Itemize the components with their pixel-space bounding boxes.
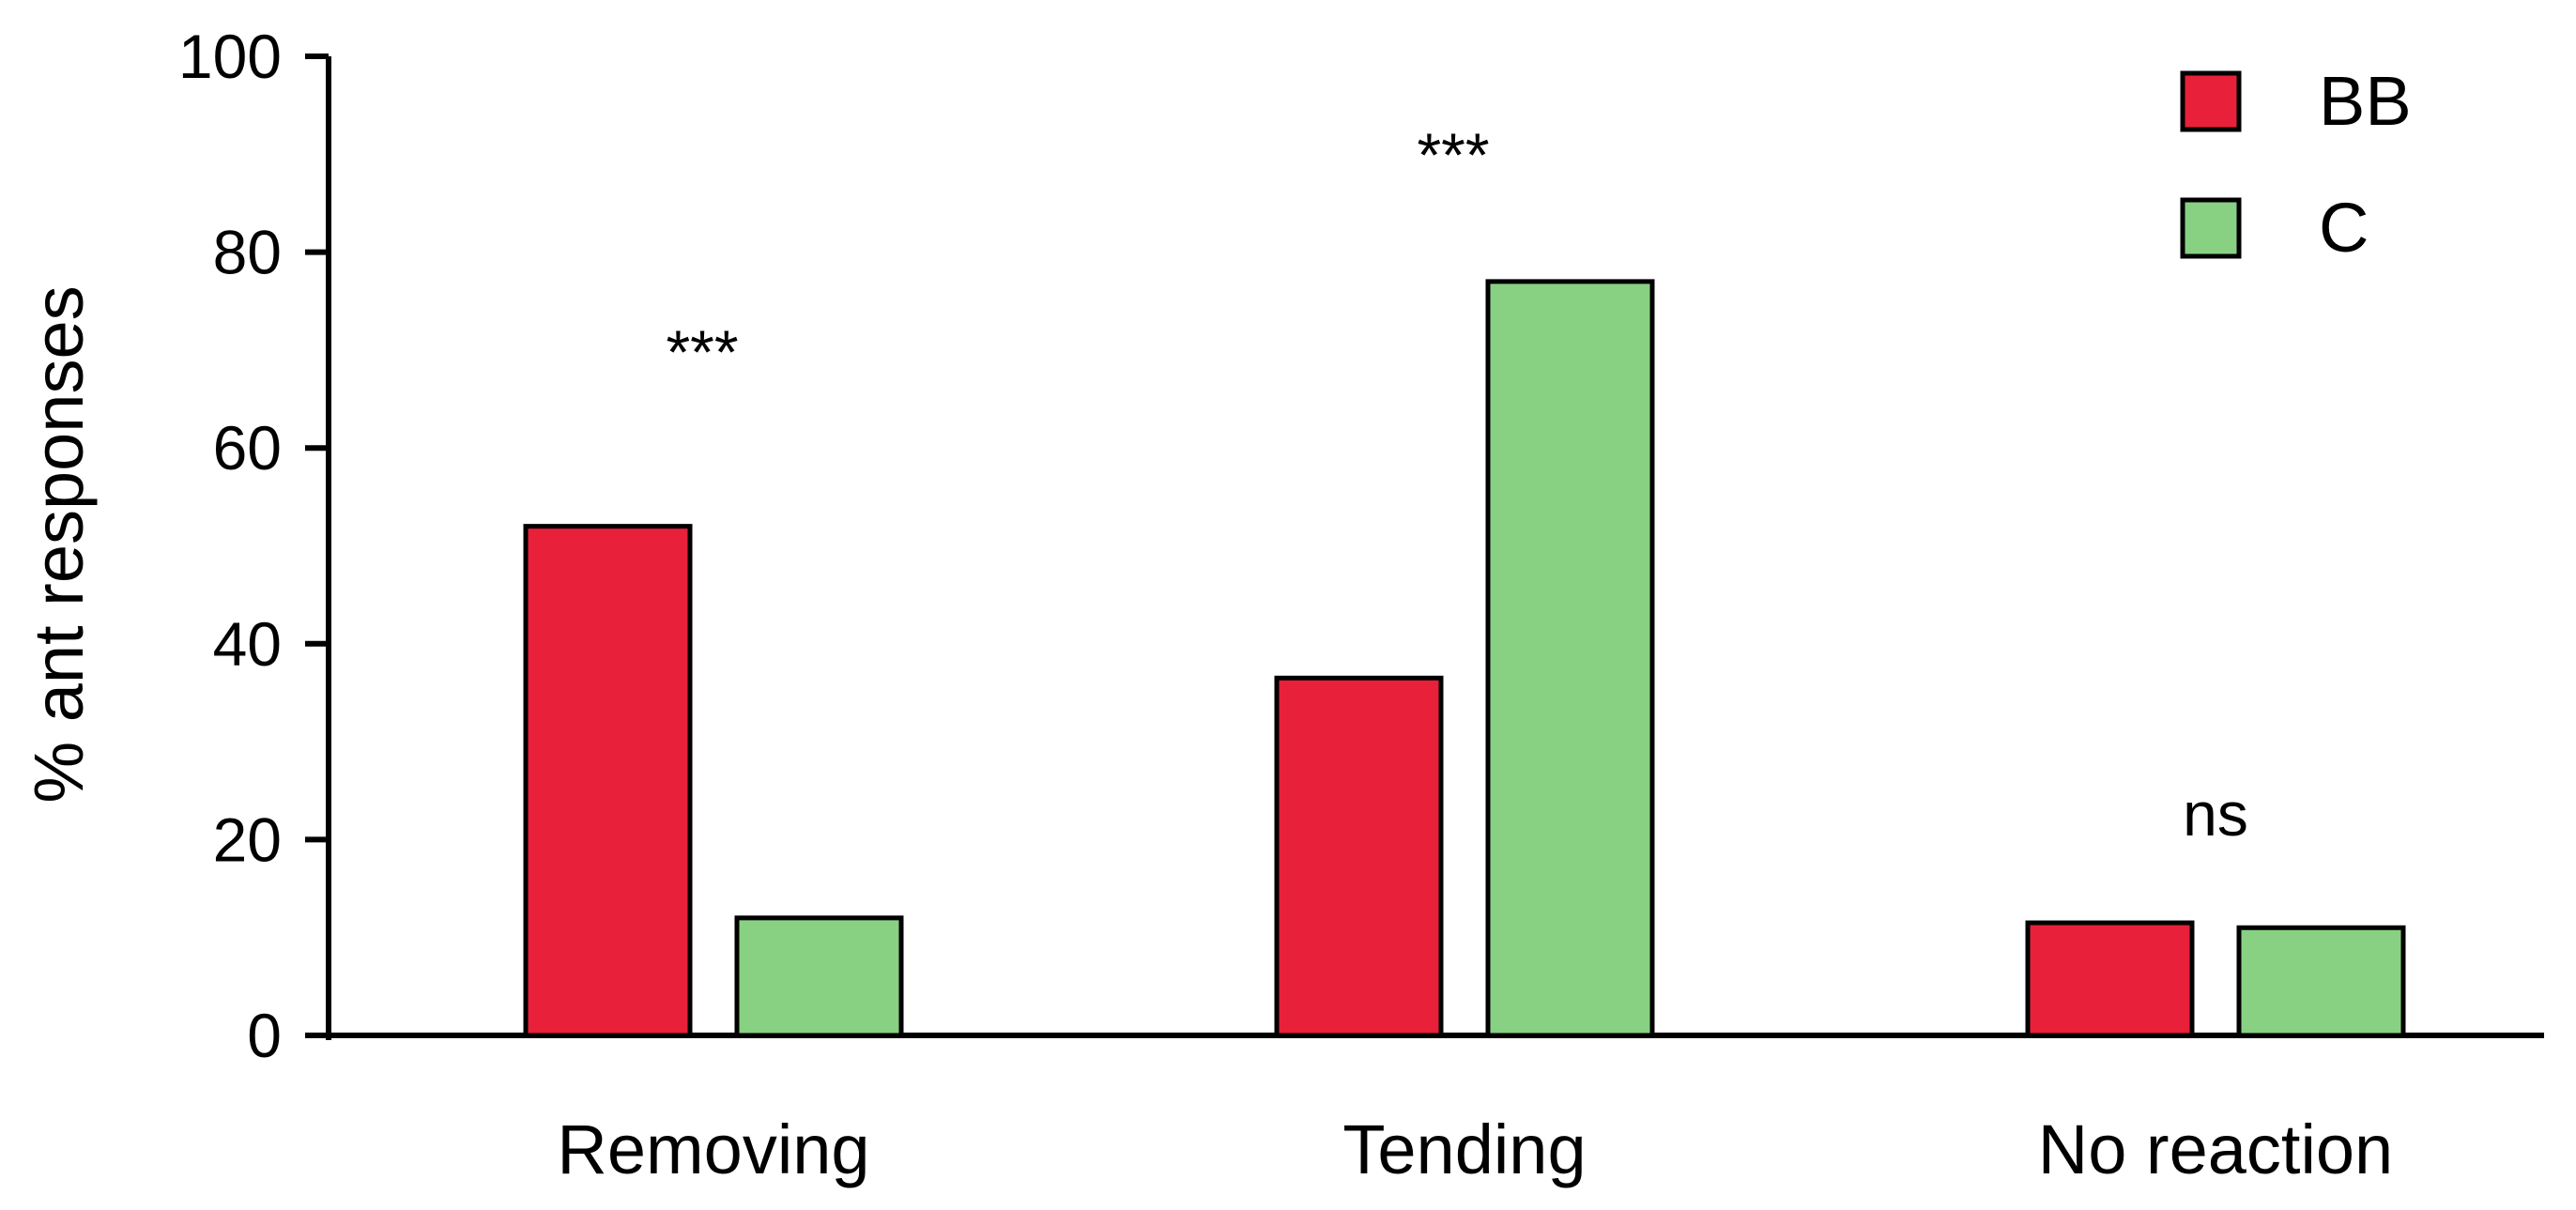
bar-bb-removing (523, 524, 693, 1038)
x-category-label: No reaction (2038, 1110, 2393, 1188)
legend-label-c: C (2319, 189, 2369, 267)
y-tick-label: 100 (178, 22, 282, 91)
y-axis: 0 20 40 60 80 100 (178, 22, 331, 1070)
legend-swatch-bb (2180, 70, 2242, 132)
y-axis-title: % ant responses (20, 285, 98, 803)
x-category-label: Removing (557, 1110, 869, 1188)
bar-c-removing (734, 915, 904, 1038)
legend-label-bb: BB (2319, 62, 2412, 140)
y-tick-label: 60 (213, 413, 282, 482)
y-tick-label: 40 (213, 609, 282, 679)
bar-c-no-reaction (2236, 925, 2406, 1038)
bar-c-tending (1485, 279, 1655, 1038)
bar-bb-no-reaction (2025, 920, 2195, 1038)
x-category-label: Tending (1342, 1110, 1586, 1188)
legend: BB C (2180, 62, 2412, 267)
bars (523, 279, 2406, 1038)
significance-label: *** (666, 317, 738, 387)
legend-swatch-c (2180, 197, 2242, 259)
significance-label: ns (2183, 779, 2248, 849)
significance-labels: *** *** ns (666, 120, 2247, 849)
y-tick-label: 80 (213, 218, 282, 287)
y-tick-label: 20 (213, 804, 282, 874)
y-tick-label: 0 (247, 1001, 282, 1070)
category-labels: Removing Tending No reaction (557, 1110, 2393, 1188)
bar-bb-tending (1274, 675, 1444, 1038)
significance-label: *** (1417, 120, 1489, 190)
